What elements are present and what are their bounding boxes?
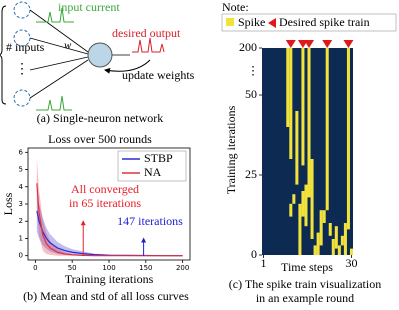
caption: (a) Single-neuron network	[37, 111, 164, 125]
input-wave	[36, 95, 72, 111]
output-label: desired output	[112, 26, 181, 40]
spike	[349, 248, 353, 255]
input-label: input current	[58, 0, 120, 14]
spike	[337, 245, 341, 255]
weight-label: w	[64, 40, 72, 52]
x-tick-label: 100	[102, 264, 115, 272]
brace	[0, 5, 7, 105]
spike	[295, 111, 299, 185]
output-wave	[132, 37, 165, 53]
y-tick-label: 0	[251, 247, 257, 261]
caption: (b) Mean and std of all loss curves	[23, 289, 189, 303]
annotation: 147 iterations	[117, 214, 183, 228]
y-tick-label: 25	[245, 167, 257, 181]
x-tick-label: 0	[33, 264, 37, 272]
spike	[310, 159, 314, 239]
x-tick-label: 1	[261, 256, 267, 270]
spike	[319, 210, 323, 246]
x-tick-label: 50	[68, 264, 77, 272]
x-axis-label: Time steps	[281, 260, 333, 274]
spike	[307, 48, 311, 198]
y-tick-label: 5	[19, 166, 23, 174]
spike	[343, 223, 347, 255]
legend-box	[117, 150, 187, 182]
annotation: All converged	[71, 182, 139, 196]
caption: in an example round	[256, 291, 354, 305]
y-tick-label: 0	[19, 252, 23, 260]
x-tick-label: 150	[139, 264, 152, 272]
y-tick-label: 3	[19, 200, 23, 208]
spike	[304, 184, 308, 227]
y-tick-label: 6	[19, 148, 24, 156]
dots: ⋮	[15, 62, 29, 77]
update-label: update weights	[122, 68, 195, 82]
spike	[298, 203, 302, 255]
std-band	[36, 157, 183, 256]
input-neuron	[13, 89, 31, 107]
axis-break: ⋮	[247, 63, 259, 77]
y-axis-label: Loss	[1, 192, 15, 215]
spike	[289, 48, 293, 159]
input-neuron	[13, 1, 31, 19]
spike	[301, 48, 305, 166]
update-arrow	[104, 59, 151, 74]
y-tick-label: 50	[245, 87, 257, 101]
spike	[313, 245, 317, 255]
spike	[328, 223, 332, 236]
spike	[331, 239, 335, 255]
legend-swatch	[268, 18, 276, 28]
spike	[340, 235, 344, 246]
inputs-label: # inputs	[6, 40, 45, 54]
annotation: in 65 iterations	[69, 196, 141, 210]
desired-marker	[343, 40, 354, 48]
y-tick-label: 2	[19, 217, 23, 225]
legend-label: NA	[144, 165, 162, 179]
synapses	[29, 9, 130, 99]
input-wave	[36, 7, 74, 23]
desired-marker	[285, 40, 296, 48]
y-tick-label: 4	[19, 183, 24, 191]
note: Note:	[222, 0, 249, 14]
y-tick-label: 200	[239, 40, 257, 54]
desired-marker	[322, 40, 333, 48]
spike	[334, 226, 338, 249]
legend-label: Desired spike train	[279, 15, 370, 29]
chart-title: Loss over 500 rounds	[48, 132, 152, 146]
x-axis-label: Training iterations	[65, 272, 154, 286]
arrow-head	[80, 220, 86, 226]
spike	[289, 203, 293, 217]
spike	[325, 48, 329, 211]
legend-swatch	[226, 18, 234, 26]
arrow-head	[141, 237, 147, 243]
neuron	[87, 42, 113, 68]
loss-line	[36, 183, 183, 257]
spike	[322, 210, 326, 223]
legend-label: STBP	[144, 151, 173, 165]
spike	[292, 194, 296, 204]
x-tick-label: 30	[345, 256, 357, 270]
x-tick-label: 200	[176, 264, 189, 272]
legend-label: Spike	[238, 15, 265, 29]
spike	[346, 48, 350, 230]
y-tick-label: 1	[19, 234, 23, 242]
spike	[301, 191, 305, 217]
diagram: ⋮ input current desired output # inputs …	[0, 0, 195, 125]
spike	[286, 48, 290, 127]
legend-box	[221, 13, 397, 32]
caption: (c) The spike train visualization	[229, 277, 381, 291]
spike	[316, 232, 320, 255]
y-axis-label: Training iterations	[224, 105, 238, 194]
desired-marker	[304, 40, 315, 48]
